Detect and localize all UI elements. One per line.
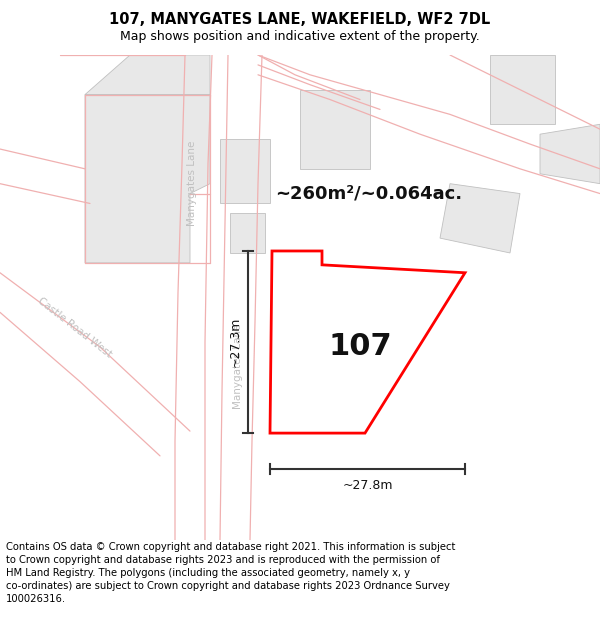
Text: Manygates Lane: Manygates Lane bbox=[233, 324, 243, 409]
Text: Map shows position and indicative extent of the property.: Map shows position and indicative extent… bbox=[120, 30, 480, 43]
Text: 107: 107 bbox=[328, 332, 392, 361]
Text: ~27.3m: ~27.3m bbox=[229, 317, 241, 368]
Text: ~260m²/~0.064ac.: ~260m²/~0.064ac. bbox=[275, 184, 462, 203]
Text: Manygates Lane: Manygates Lane bbox=[187, 141, 197, 226]
Polygon shape bbox=[490, 55, 555, 124]
Polygon shape bbox=[220, 139, 270, 204]
Text: Contains OS data © Crown copyright and database right 2021. This information is : Contains OS data © Crown copyright and d… bbox=[6, 542, 455, 604]
Polygon shape bbox=[85, 55, 210, 94]
Polygon shape bbox=[85, 94, 210, 263]
Text: ~27.8m: ~27.8m bbox=[342, 479, 393, 492]
Polygon shape bbox=[440, 184, 520, 253]
Polygon shape bbox=[300, 89, 370, 169]
Polygon shape bbox=[230, 213, 265, 253]
Polygon shape bbox=[540, 124, 600, 184]
Text: Castle Road West: Castle Road West bbox=[36, 295, 114, 359]
Text: 107, MANYGATES LANE, WAKEFIELD, WF2 7DL: 107, MANYGATES LANE, WAKEFIELD, WF2 7DL bbox=[109, 12, 491, 27]
